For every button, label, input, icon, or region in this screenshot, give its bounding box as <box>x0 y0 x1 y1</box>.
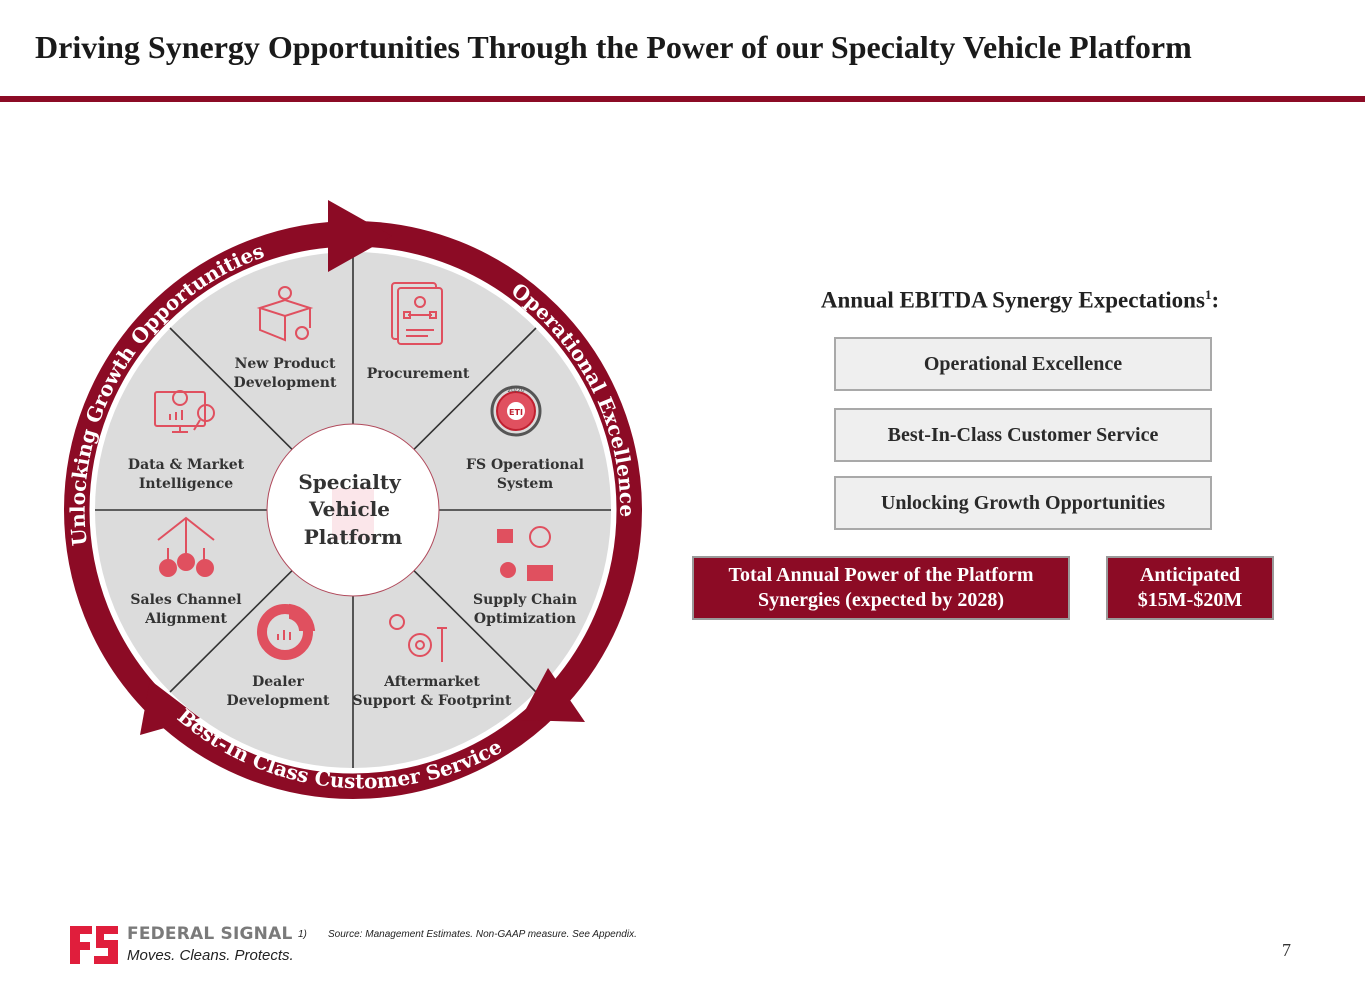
gears-wrench-icon <box>389 614 447 662</box>
lightbulb-box-gear-icon <box>256 286 314 342</box>
arrowhead-left <box>140 680 200 735</box>
page-number: 7 <box>1282 940 1291 960</box>
total-synergy-value: Anticipated $15M-$20M <box>1106 556 1274 620</box>
donut-chart-icon <box>257 603 316 660</box>
supply-chain-icon <box>497 526 553 581</box>
synergy-item-operational-excellence: Operational Excellence <box>834 337 1212 391</box>
synergy-item-growth: Unlocking Growth Opportunities <box>834 476 1212 530</box>
header-divider <box>0 96 1365 102</box>
segment-dealer-development: Dealer Development <box>227 674 330 709</box>
segment-fs-operational-system: FS Operational System <box>466 457 584 492</box>
segment-aftermarket-support: Aftermarket Support & Footprint <box>353 674 512 709</box>
eti-badge-icon: ETI 20/20 <box>490 385 542 437</box>
federal-signal-logo <box>70 926 118 964</box>
arrowhead-top <box>328 200 392 272</box>
segment-supply-chain-optimization: Supply Chain Optimization <box>473 592 577 627</box>
center-label: Specialty Vehicle Platform <box>298 470 407 549</box>
badge-2020-text: 20/20 <box>507 387 524 394</box>
arrowhead-right <box>520 668 585 722</box>
page-title: Driving Synergy Opportunities Through th… <box>35 29 1192 65</box>
badge-eti-text: ETI <box>509 408 523 417</box>
segment-data-market-intelligence: Data & Market Intelligence <box>128 457 245 492</box>
brand-name: FEDERAL SIGNAL <box>127 924 293 944</box>
total-synergy-label: Total Annual Power of the Platform Synerg… <box>692 556 1070 620</box>
document-flowchart-icon <box>391 282 443 345</box>
segment-new-product-development: New Product Development <box>234 356 337 391</box>
segment-sales-channel-alignment: Sales Channel Alignment <box>130 592 241 627</box>
brand-tagline: Moves. Cleans. Protects. <box>127 947 294 964</box>
synergy-title: Annual EBITDA Synergy Expectations1: <box>820 287 1220 313</box>
footnote: Source: Management Estimates. Non-GAAP m… <box>328 929 637 940</box>
platform-wheel: Unlocking Growth Opportunities Operation… <box>64 200 642 799</box>
segment-procurement: Procurement <box>367 366 470 382</box>
monitor-analytics-icon <box>154 390 215 433</box>
footnote-number: 1) <box>298 929 307 940</box>
center-watermark <box>332 488 374 540</box>
people-network-icon <box>157 516 215 577</box>
synergy-item-customer-service: Best-In-Class Customer Service <box>834 408 1212 462</box>
